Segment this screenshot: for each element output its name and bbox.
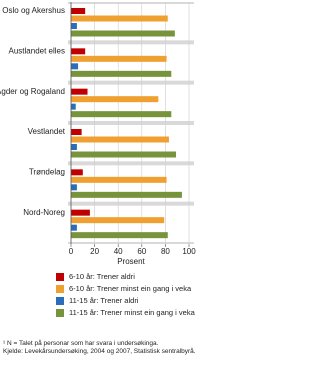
y-tick-label: Austlandet elles [9,46,65,55]
bar [71,63,79,70]
legend-item: 6-10 år: Trener aldri [56,272,201,281]
legend-swatch [56,297,64,305]
bar [71,96,159,103]
bar [71,184,77,191]
plot-background [68,2,194,244]
bar [71,70,172,77]
bar [71,23,77,29]
bar [71,144,77,150]
x-tick-label: 0 [69,247,74,256]
x-tick-label: 20 [90,247,99,256]
bar [71,15,168,22]
bar [71,55,167,62]
y-tick-label: Trøndelag [29,167,65,176]
bar [71,191,182,198]
bar [71,169,83,176]
bar [71,209,90,216]
bar [71,232,168,239]
legend-swatch [56,309,64,317]
bar [71,136,169,143]
x-axis-label: Prosent [117,257,145,266]
legend-item: 11-15 år: Trener minst ein gang i veka [56,308,201,317]
y-tick-label: Agder og Rogaland [0,87,65,96]
footnotes: ¹ N = Talet på personar som har svara i … [3,340,201,356]
bar [71,129,82,135]
bar [71,30,175,37]
x-tick-label: 80 [161,247,170,256]
chart: Prosent 0 20 40 60 80 100 Oslo og Akershus Aust… [0,2,196,266]
y-tick-label: Vestlandet [28,127,66,136]
bar [71,48,86,55]
legend-item: 11-15 år: Trener aldri [56,296,201,305]
footnote: Kjelde: Levekårsundersøking, 2004 og 200… [3,348,196,355]
x-tick-label: 60 [137,247,146,256]
bar [71,217,165,224]
legend-item: 6-10 år: Trener minst ein gang i veka [56,284,201,293]
bar [71,111,172,118]
legend-label: 11-15 år: Trener aldri [69,296,139,305]
bar [71,88,88,95]
legend-label: 6-10 år: Trener minst ein gang i veka [69,284,192,293]
legend: 6-10 år: Trener aldri 6-10 år: Trener min… [56,272,201,320]
legend-swatch [56,273,64,281]
legend-swatch [56,285,64,293]
footnote: ¹ N = Talet på personar som har svara i … [3,340,159,347]
bar [71,224,77,231]
x-tick-label: 40 [114,247,123,256]
x-tick-label: 100 [182,247,196,256]
bar [71,8,86,14]
page: {"chart_data": {"type": "bar", "orientat… [0,2,201,356]
legend-label: 11-15 år: Trener minst ein gang i veka [69,308,195,317]
y-tick-label: Oslo og Akershus [2,6,65,15]
bar [71,151,177,158]
bar [71,103,76,110]
bar [71,176,167,183]
legend-label: 6-10 år: Trener aldri [69,272,135,281]
y-tick-label: Nord-Noreg [23,208,65,217]
